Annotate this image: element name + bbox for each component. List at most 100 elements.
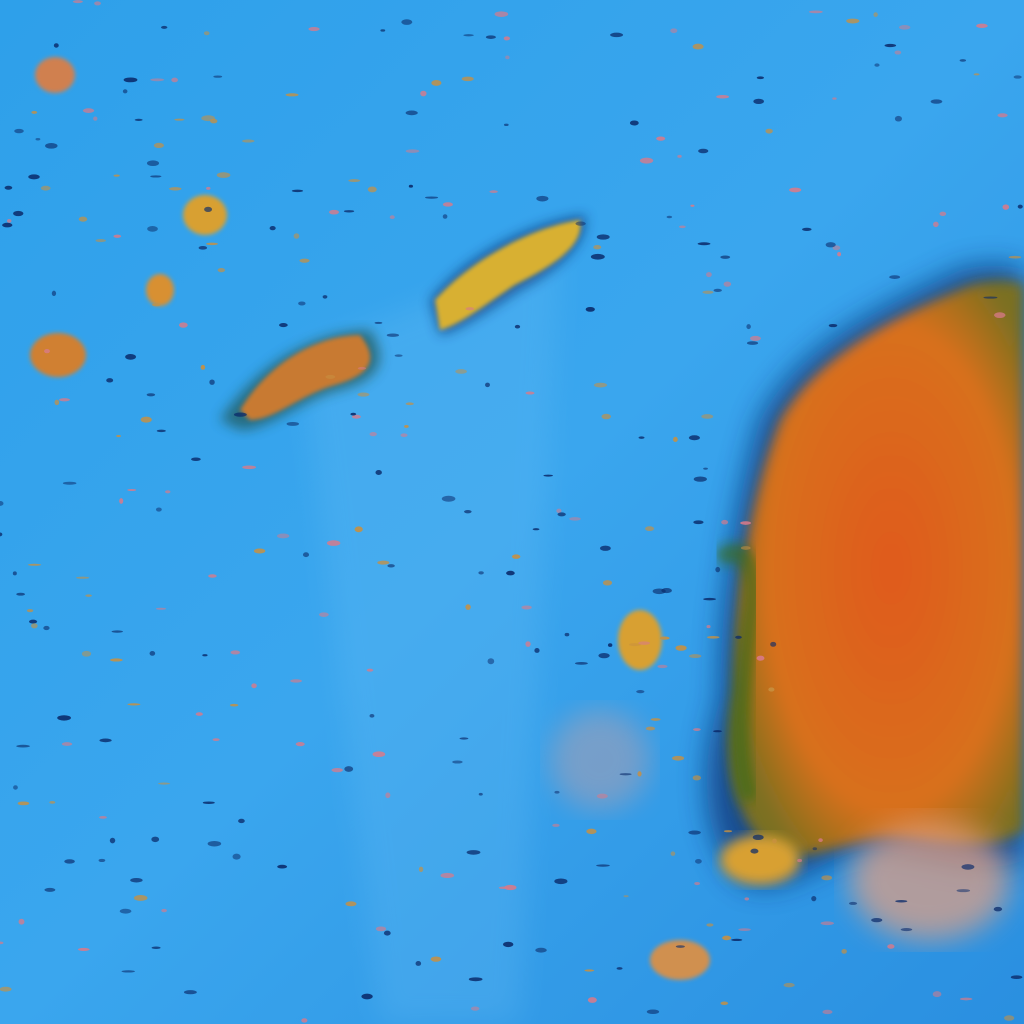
cloud-speck <box>232 853 241 860</box>
cloud-speck <box>158 782 171 785</box>
cloud-speck <box>596 864 610 867</box>
cloud-speck <box>430 956 442 962</box>
cloud-speck <box>959 59 967 62</box>
cloud-speck <box>13 210 24 217</box>
cloud-speck <box>675 945 685 948</box>
cloud-speck <box>645 526 655 532</box>
cloud-speck <box>590 253 605 260</box>
cloud-speck <box>408 184 414 188</box>
cloud-speck <box>49 801 56 804</box>
cloud-speck <box>348 179 361 182</box>
cloud-speck <box>113 234 122 238</box>
cloud-speck <box>722 935 732 941</box>
cloud-speck <box>459 737 469 740</box>
cloud-speck <box>7 219 12 223</box>
cloud-speck <box>593 382 608 388</box>
cloud-speck <box>532 528 540 531</box>
cloud-speck <box>149 651 156 656</box>
cloud-speck <box>1013 75 1022 79</box>
cloud-speck <box>661 588 672 594</box>
cloud-speck <box>385 792 391 799</box>
cloud-speck <box>679 225 686 229</box>
cloud-speck <box>706 624 711 629</box>
cloud-speck <box>610 32 624 38</box>
cloud-speck <box>16 592 25 596</box>
cloud-speck <box>455 369 467 374</box>
cloud-speck <box>127 703 141 706</box>
cloud-speck <box>789 187 802 193</box>
cloud-speck <box>418 866 424 872</box>
cloud-speck <box>646 1009 660 1014</box>
cloud-speck <box>31 110 38 114</box>
cloud-speck <box>387 564 395 568</box>
cloud-speck <box>461 76 474 82</box>
cloud-speck <box>628 643 641 647</box>
cloud-speck <box>489 190 498 193</box>
cloud-speck <box>637 771 642 777</box>
cloud-speck <box>511 554 521 559</box>
cloud-speck <box>884 43 897 48</box>
cloud-speck <box>848 901 858 905</box>
cloud-speck <box>811 895 817 902</box>
cloud-speck <box>206 186 211 190</box>
cloud-speck <box>887 944 895 949</box>
cloud-speck <box>740 546 751 550</box>
cloud-speck <box>389 215 395 220</box>
cloud-speck <box>123 77 138 83</box>
cloud-speck <box>503 36 511 41</box>
cloud-speck <box>325 374 336 379</box>
cloud-speck <box>932 991 942 998</box>
cloud-speck <box>723 281 732 287</box>
cloud-speck <box>738 928 751 931</box>
cloud-speck <box>692 43 704 50</box>
cloud-speck <box>698 148 709 154</box>
cloud-speck <box>485 382 490 388</box>
cloud-speck <box>357 366 367 370</box>
cloud-speck <box>720 1001 729 1006</box>
cloud-speck <box>564 632 570 637</box>
cloud-speck <box>586 828 597 835</box>
cloud-speck <box>871 918 883 923</box>
cloud-speck <box>331 768 343 773</box>
cloud-speck <box>161 25 168 29</box>
cloud-speck <box>369 714 375 718</box>
cloud-speck <box>279 322 288 328</box>
cloud-speck <box>121 970 136 973</box>
cloud-speck <box>251 683 257 689</box>
cloud-speck <box>693 520 704 525</box>
cloud-speck <box>286 421 300 426</box>
cloud-speck <box>822 1009 833 1015</box>
cloud-speck <box>670 851 676 856</box>
cloud-speck <box>165 490 171 494</box>
cloud-speck <box>366 668 374 672</box>
cloud-speck <box>993 906 1003 912</box>
cloud-speck <box>150 78 165 82</box>
cloud-speck <box>442 202 453 207</box>
cloud-speck <box>405 110 418 116</box>
cloud-speck <box>404 424 409 428</box>
cloud-speck <box>645 726 656 731</box>
cloud-speck <box>596 793 608 799</box>
cloud-speck <box>554 790 560 794</box>
cloud-speck <box>401 19 413 25</box>
cloud-speck <box>2 222 13 228</box>
cloud-speck <box>78 216 88 222</box>
cloud-speck <box>12 571 17 576</box>
cloud-speck <box>818 838 823 843</box>
cloud-speck <box>277 864 288 869</box>
cloud-speck <box>361 993 373 1000</box>
cloud-speck <box>357 392 370 397</box>
cloud-speck <box>639 157 654 164</box>
cloud-speck <box>599 545 611 551</box>
cloud-speck <box>619 773 632 776</box>
cloud-speck <box>151 946 161 949</box>
cloud-speck <box>40 185 51 191</box>
cloud-speck <box>85 594 92 597</box>
cloud-speck <box>701 414 714 419</box>
cloud-speck <box>343 210 355 213</box>
cloud-speck <box>212 738 220 741</box>
cloud-speck <box>229 703 239 707</box>
cloud-speck <box>961 864 975 870</box>
cloud-speck <box>756 655 765 661</box>
cloud-speck <box>465 307 475 311</box>
